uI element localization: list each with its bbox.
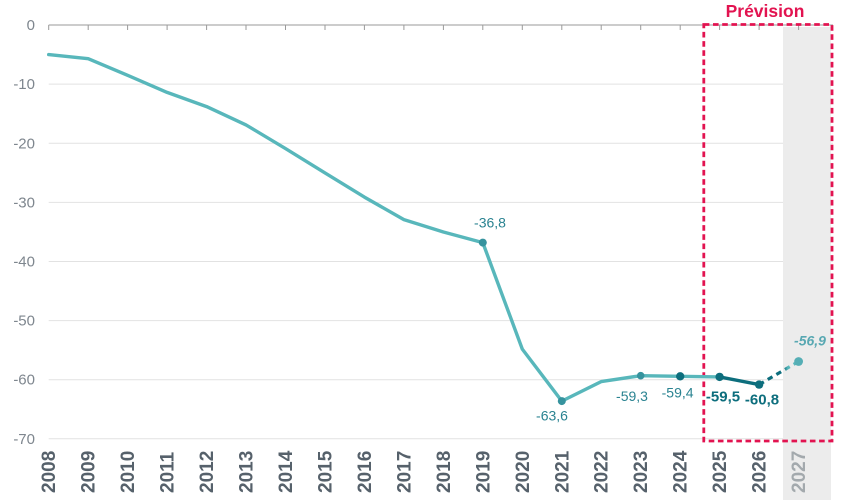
svg-text:2024: 2024 [671,450,692,493]
svg-text:-36,8: -36,8 [474,215,506,231]
svg-text:-63,6: -63,6 [536,408,568,424]
svg-text:-59,4: -59,4 [662,385,694,401]
svg-text:-59,5: -59,5 [706,389,740,406]
svg-text:2020: 2020 [513,451,534,493]
svg-text:2016: 2016 [355,451,376,493]
svg-text:2022: 2022 [592,451,613,493]
svg-text:2019: 2019 [473,451,494,493]
svg-text:2021: 2021 [552,450,573,493]
svg-text:2018: 2018 [434,451,455,493]
svg-text:-59,3: -59,3 [616,388,648,404]
svg-text:2012: 2012 [197,451,218,493]
svg-text:-60: -60 [13,372,35,389]
svg-text:2027: 2027 [789,451,810,493]
svg-text:-30: -30 [13,194,35,211]
svg-text:2010: 2010 [118,451,139,493]
svg-text:-60,8: -60,8 [745,392,779,409]
svg-text:-20: -20 [13,135,35,152]
svg-text:-70: -70 [13,431,35,448]
svg-text:2026: 2026 [750,451,771,493]
svg-text:-10: -10 [13,76,35,93]
svg-text:2008: 2008 [39,451,60,493]
svg-text:2009: 2009 [79,451,100,493]
svg-text:2023: 2023 [631,451,652,493]
svg-text:0: 0 [27,17,35,34]
svg-text:2013: 2013 [237,451,258,493]
svg-text:-40: -40 [13,254,35,271]
svg-text:2025: 2025 [710,450,731,493]
svg-text:2015: 2015 [316,450,337,493]
svg-text:2011: 2011 [158,451,179,493]
svg-text:-56,9: -56,9 [794,333,826,349]
svg-text:-50: -50 [13,313,35,330]
svg-text:2014: 2014 [276,450,297,493]
svg-text:Prévision: Prévision [726,1,805,21]
svg-text:2017: 2017 [394,451,415,493]
